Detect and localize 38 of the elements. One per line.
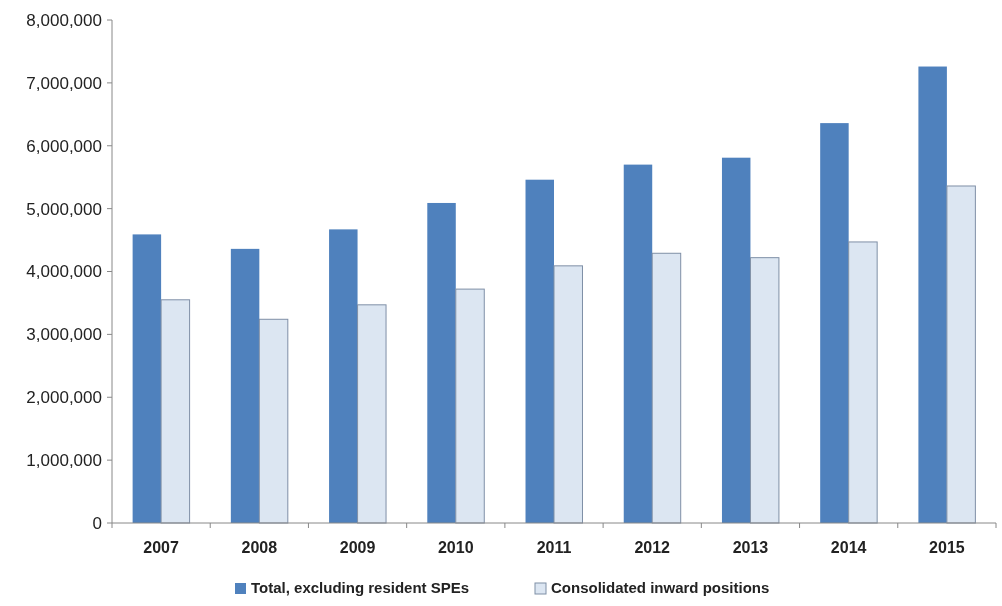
x-tick-label: 2011 — [536, 539, 572, 556]
legend-label: Total, excluding resident SPEs — [251, 579, 470, 597]
y-tick-label: 0 — [92, 513, 102, 533]
y-tick-label: 6,000,000 — [26, 136, 102, 156]
bar — [525, 179, 554, 523]
bar — [623, 164, 653, 523]
x-tick-label: 2014 — [830, 539, 867, 556]
bar — [553, 265, 583, 524]
legend-label: Consolidated inward positions — [551, 579, 770, 597]
bar — [651, 252, 682, 524]
bar — [230, 248, 260, 523]
x-tick-label: 2009 — [339, 539, 376, 556]
x-tick-label: 2015 — [929, 539, 965, 556]
bar — [820, 123, 849, 523]
bar — [357, 304, 387, 524]
y-tick-label: 1,000,000 — [26, 451, 102, 471]
bar — [455, 288, 485, 524]
y-tick-label: 2,000,000 — [26, 388, 102, 408]
bar — [329, 229, 358, 523]
bar — [160, 299, 191, 524]
x-tick-label: 2010 — [437, 539, 474, 556]
bar — [132, 234, 162, 523]
bar — [427, 202, 456, 523]
y-tick-label: 8,000,000 — [26, 10, 102, 30]
y-tick-label: 4,000,000 — [26, 262, 102, 282]
bar — [258, 318, 289, 524]
x-tick-label: 2013 — [732, 539, 769, 556]
y-tick-label: 7,000,000 — [26, 73, 102, 93]
bar — [721, 157, 751, 523]
y-tick-label: 3,000,000 — [26, 325, 102, 345]
bar — [848, 241, 878, 524]
x-tick-label: 2008 — [241, 539, 278, 556]
x-tick-label: 2012 — [634, 539, 671, 556]
x-tick-label: 2007 — [143, 539, 180, 556]
y-tick-label: 5,000,000 — [26, 199, 102, 219]
bar — [749, 257, 780, 524]
bar — [918, 66, 947, 523]
bar — [946, 185, 976, 524]
